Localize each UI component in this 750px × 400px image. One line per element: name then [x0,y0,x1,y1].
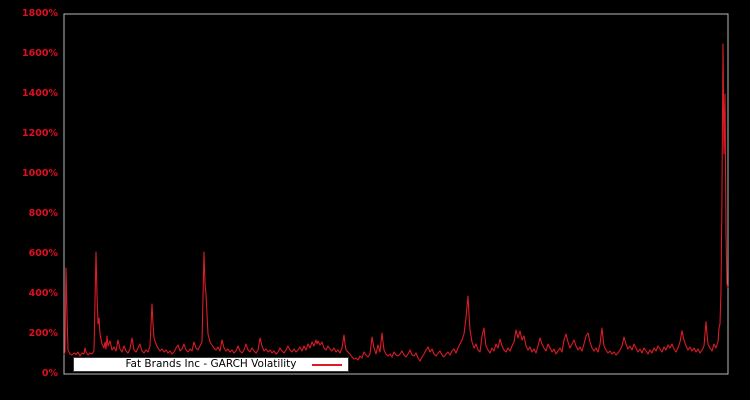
y-axis-tick-label: 200% [28,328,58,339]
y-axis-tick-label: 0% [41,368,58,379]
y-axis-tick-label: 1800% [22,8,58,19]
y-axis-tick-label: 1000% [22,168,58,179]
legend-label: Fat Brands Inc - GARCH Volatility [125,358,297,370]
y-axis-tick-label: 800% [28,208,58,219]
y-axis-tick-label: 400% [28,288,58,299]
y-axis-tick-label: 1600% [22,48,58,59]
series-line [63,43,729,362]
y-axis-tick-label: 1200% [22,128,58,139]
y-axis-tick-label: 1400% [22,88,58,99]
plot-border [63,13,729,375]
legend-line-sample [312,364,342,366]
y-axis-tick-label: 600% [28,248,58,259]
legend: Fat Brands Inc - GARCH Volatility [73,357,349,372]
